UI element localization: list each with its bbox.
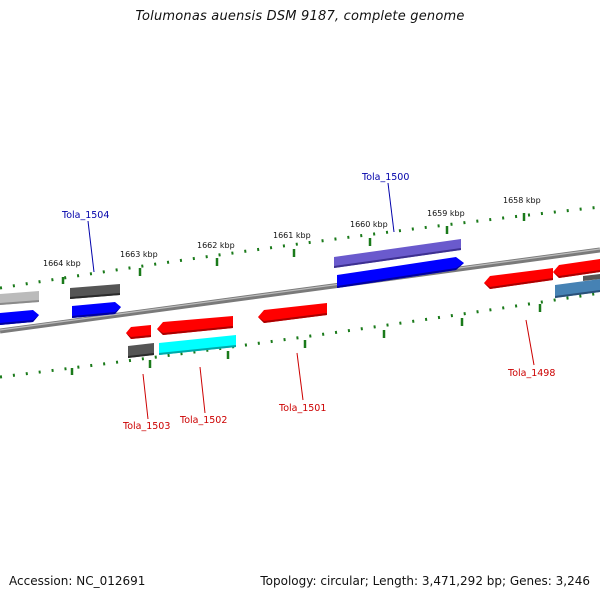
gene-blue-1500[interactable]	[337, 257, 464, 288]
ruler-label: 1661 kbp	[273, 231, 311, 240]
gene-gray-1504a[interactable]	[70, 284, 120, 299]
gene-purple-1500[interactable]	[334, 239, 461, 268]
ruler-label: 1664 kbp	[43, 259, 81, 268]
gene-steelblue-right[interactable]	[555, 279, 600, 298]
gene-lightgray-left[interactable]	[0, 291, 39, 305]
gene-blue-left[interactable]	[0, 310, 39, 325]
lower-ruler-dots	[0, 291, 600, 379]
gene-label-tola-1504[interactable]: Tola_1504	[61, 210, 109, 221]
lower-ruler-major-ticks	[70, 304, 542, 375]
gene-label-tola-1501[interactable]: Tola_1501	[278, 403, 326, 414]
gene-label-tola-1502[interactable]: Tola_1502	[179, 415, 227, 426]
genome-backbone-highlight	[0, 248, 600, 331]
gene-label-tola-1498[interactable]: Tola_1498	[507, 368, 555, 379]
gene-label-tola-1503[interactable]: Tola_1503	[122, 421, 170, 432]
upper-ruler-major-ticks	[61, 213, 526, 284]
ruler-label: 1659 kbp	[427, 209, 465, 218]
gene-red-1498[interactable]	[484, 268, 553, 289]
label-leader-lines	[87, 182, 535, 420]
genome-backbone	[0, 247, 600, 334]
gene-red-1502[interactable]	[157, 316, 233, 335]
map-title: Tolumonas auensis DSM 9187, complete gen…	[135, 9, 465, 24]
accession-text: Accession: NC_012691	[9, 574, 146, 588]
ruler-label: 1658 kbp	[503, 196, 541, 205]
gene-cyan-1502[interactable]	[159, 335, 236, 355]
upper-ruler-dots	[0, 205, 600, 290]
gene-red-1501[interactable]	[258, 303, 327, 323]
genome-summary-text: Topology: circular; Length: 3,471,292 bp…	[260, 574, 590, 588]
gene-darkgray-right[interactable]	[583, 274, 600, 281]
ruler-label: 1662 kbp	[197, 241, 235, 250]
ruler-label: 1663 kbp	[120, 250, 158, 259]
gene-label-tola-1500[interactable]: Tola_1500	[361, 172, 409, 183]
gene-red-right[interactable]	[553, 259, 600, 278]
ruler-labels: 1664 kbp 1663 kbp 1662 kbp 1661 kbp 1660…	[43, 196, 541, 268]
gene-blue-1504[interactable]	[72, 302, 121, 318]
gene-gray-1503[interactable]	[128, 343, 154, 358]
gene-red-1503[interactable]	[126, 325, 151, 339]
gene-labels: Tola_1504 Tola_1500 Tola_1503 Tola_1502 …	[61, 172, 555, 432]
ruler-label: 1660 kbp	[350, 220, 388, 229]
